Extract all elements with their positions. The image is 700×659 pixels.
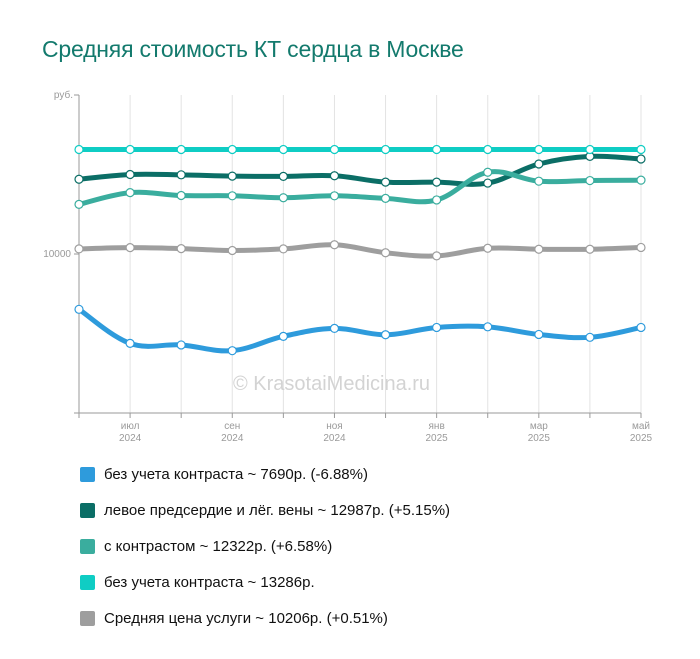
data-point-series-1[interactable] bbox=[432, 322, 442, 333]
data-point-series-1[interactable] bbox=[227, 346, 237, 356]
data-point-series-3[interactable] bbox=[278, 193, 288, 203]
data-point-series-3[interactable] bbox=[432, 195, 442, 205]
chart-plot: руб.10000июл2024сен2024ноя2024янв2025мар… bbox=[43, 89, 652, 444]
axes bbox=[74, 94, 642, 418]
data-point-series-5[interactable] bbox=[227, 245, 237, 256]
data-point-series-5[interactable] bbox=[636, 242, 646, 253]
data-point-series-4[interactable] bbox=[534, 144, 544, 155]
x-tick-label-month: мар bbox=[530, 421, 548, 432]
y-axis-unit-label: руб. bbox=[54, 89, 73, 101]
x-tick-label-year: 2025 bbox=[528, 433, 551, 444]
data-point-series-5[interactable] bbox=[534, 244, 544, 254]
data-point-series-3[interactable] bbox=[329, 191, 340, 201]
legend-label: без учета контраста ~ 7690р. (-6.88%) bbox=[104, 465, 368, 483]
data-point-series-4[interactable] bbox=[227, 144, 237, 155]
series-line-1 bbox=[76, 306, 644, 354]
data-point-series-2[interactable] bbox=[534, 159, 544, 169]
data-point-series-5[interactable] bbox=[176, 243, 186, 254]
legend-item[interactable]: левое предсердие и лёг. вены ~ 12987р. (… bbox=[80, 498, 450, 522]
data-point-series-5[interactable] bbox=[380, 248, 391, 258]
watermark-text: © KrasotaiMedicina.ru bbox=[233, 373, 430, 395]
x-tick-label-month: май bbox=[632, 421, 650, 432]
data-point-series-4[interactable] bbox=[483, 144, 493, 155]
legend-item[interactable]: без учета контраста ~ 7690р. (-6.88%) bbox=[80, 462, 450, 486]
data-point-series-2[interactable] bbox=[125, 169, 135, 180]
legend-swatch bbox=[80, 574, 95, 590]
data-point-series-4[interactable] bbox=[278, 144, 288, 155]
data-point-series-4[interactable] bbox=[74, 144, 84, 155]
data-point-series-4[interactable] bbox=[176, 144, 186, 155]
legend-swatch bbox=[80, 466, 95, 482]
legend-swatch bbox=[80, 610, 95, 626]
data-point-series-1[interactable] bbox=[125, 338, 135, 348]
data-point-series-1[interactable] bbox=[176, 340, 186, 350]
data-point-series-1[interactable] bbox=[380, 330, 391, 340]
tick-labels: руб.10000июл2024сен2024ноя2024янв2025мар… bbox=[43, 89, 652, 444]
data-point-series-5[interactable] bbox=[278, 244, 288, 254]
data-point-series-3[interactable] bbox=[125, 188, 135, 198]
data-point-series-3[interactable] bbox=[636, 175, 646, 185]
x-tick-label-month: июл bbox=[121, 421, 140, 432]
data-point-series-2[interactable] bbox=[380, 177, 391, 187]
data-point-series-1[interactable] bbox=[636, 322, 646, 333]
data-point-series-2[interactable] bbox=[227, 171, 237, 181]
legend: без учета контраста ~ 7690р. (-6.88%) лев… bbox=[80, 462, 450, 642]
data-point-series-1[interactable] bbox=[278, 331, 288, 341]
legend-item[interactable]: Средняя цена услуги ~ 10206р. (+0.51%) bbox=[80, 606, 450, 630]
data-point-series-4[interactable] bbox=[432, 144, 442, 155]
data-point-series-4[interactable] bbox=[329, 144, 340, 155]
x-tick-label-year: 2024 bbox=[323, 433, 346, 444]
data-point-series-3[interactable] bbox=[227, 191, 237, 201]
series-lines bbox=[76, 147, 644, 354]
series-points bbox=[74, 144, 646, 356]
x-tick-label-year: 2024 bbox=[119, 433, 142, 444]
chart-title: Средняя стоимость КТ сердца в Москве bbox=[42, 36, 464, 62]
data-point-series-3[interactable] bbox=[585, 175, 595, 186]
data-point-series-5[interactable] bbox=[74, 244, 84, 254]
data-point-series-2[interactable] bbox=[483, 178, 493, 188]
data-point-series-5[interactable] bbox=[432, 251, 442, 261]
data-point-series-1[interactable] bbox=[329, 323, 340, 334]
data-point-series-2[interactable] bbox=[278, 171, 288, 182]
y-tick-label: 10000 bbox=[43, 249, 71, 260]
data-point-series-4[interactable] bbox=[380, 144, 391, 155]
data-point-series-2[interactable] bbox=[176, 170, 186, 180]
legend-item[interactable]: с контрастом ~ 12322р. (+6.58%) bbox=[80, 534, 450, 558]
x-tick-label-month: янв bbox=[429, 421, 445, 432]
data-point-series-5[interactable] bbox=[585, 244, 595, 254]
data-point-series-2[interactable] bbox=[636, 154, 646, 164]
data-point-series-2[interactable] bbox=[432, 177, 442, 187]
data-point-series-5[interactable] bbox=[329, 240, 340, 250]
legend-swatch bbox=[80, 538, 95, 554]
data-point-series-5[interactable] bbox=[483, 243, 493, 253]
data-point-series-2[interactable] bbox=[74, 174, 84, 184]
data-point-series-3[interactable] bbox=[176, 190, 186, 201]
data-point-series-3[interactable] bbox=[483, 167, 493, 177]
series-line-5 bbox=[76, 242, 644, 259]
x-tick-label-year: 2025 bbox=[426, 433, 449, 444]
data-point-series-3[interactable] bbox=[534, 176, 544, 186]
legend-label: левое предсердие и лёг. вены ~ 12987р. (… bbox=[104, 501, 451, 519]
legend-swatch bbox=[80, 502, 95, 518]
data-point-series-4[interactable] bbox=[636, 144, 646, 155]
x-tick-label-month: сен bbox=[224, 421, 240, 432]
data-point-series-1[interactable] bbox=[534, 329, 544, 340]
x-tick-label-year: 2024 bbox=[221, 433, 244, 444]
legend-label: с контрастом ~ 12322р. (+6.58%) bbox=[104, 537, 333, 555]
data-point-series-1[interactable] bbox=[483, 322, 493, 332]
data-point-series-3[interactable] bbox=[74, 199, 84, 209]
data-point-series-3[interactable] bbox=[380, 193, 391, 203]
data-point-series-1[interactable] bbox=[585, 332, 595, 342]
x-tick-label-year: 2025 bbox=[630, 433, 653, 444]
grid-lines bbox=[78, 95, 642, 413]
x-tick-label-month: ноя bbox=[326, 421, 343, 432]
data-point-series-4[interactable] bbox=[585, 144, 595, 155]
data-point-series-1[interactable] bbox=[74, 304, 84, 314]
data-point-series-4[interactable] bbox=[125, 144, 135, 155]
legend-label: Средняя цена услуги ~ 10206р. (+0.51%) bbox=[104, 609, 388, 627]
data-point-series-5[interactable] bbox=[125, 243, 135, 253]
data-point-series-2[interactable] bbox=[329, 171, 340, 181]
legend-label: без учета контраста ~ 13286р. bbox=[104, 573, 315, 591]
legend-item[interactable]: без учета контраста ~ 13286р. bbox=[80, 570, 450, 594]
